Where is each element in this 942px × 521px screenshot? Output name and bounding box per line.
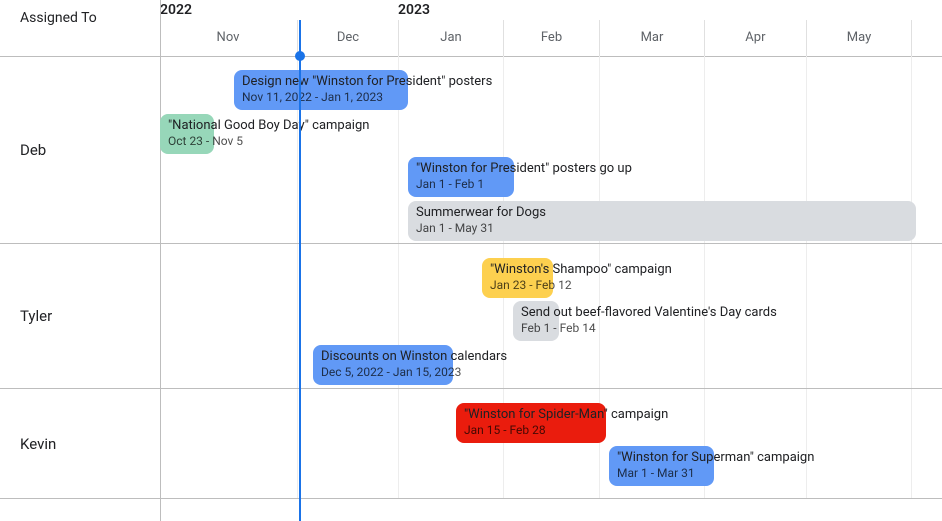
timeline-body[interactable]: Deb Design new "Winston for President" po… <box>0 56 942 521</box>
assigned-to-header-text: Assigned To <box>20 10 97 26</box>
month-gridline <box>911 389 912 498</box>
month-label: Mar <box>600 30 704 45</box>
month-header-cell: Dec <box>297 20 398 56</box>
bar-dates: Jan 1 - Feb 1 <box>416 177 506 192</box>
month-gridline <box>806 389 807 498</box>
month-header-cell: Nov <box>160 20 296 56</box>
timeline-bar[interactable]: "National Good Boy Day" campaignOct 23 -… <box>160 114 214 154</box>
month-header-row: NovDecJanFebMarAprMayJun <box>160 20 942 56</box>
year-label: 2023 <box>398 2 430 18</box>
year-header-row: 2022 2023 <box>160 0 942 20</box>
swimlane-row: Kevin "Winston for Spider-Man" campaignJa… <box>0 389 942 499</box>
timeline-bar[interactable]: "Winston for Spider-Man" campaignJan 15 … <box>456 403 606 443</box>
assigned-to-header: Assigned To <box>0 0 160 56</box>
timeline-bar[interactable]: "Winston for Superman" campaignMar 1 - M… <box>609 446 714 486</box>
today-dot <box>295 51 305 61</box>
month-gridline <box>806 244 807 388</box>
bar-dates: Mar 1 - Mar 31 <box>617 466 706 481</box>
month-gridline <box>398 389 399 498</box>
month-label: Nov <box>160 30 296 45</box>
month-header-cell: Mar <box>599 20 704 56</box>
month-label: Feb <box>504 30 599 45</box>
bar-title: "Winston for Spider-Man" campaign <box>464 407 598 423</box>
month-label: Jan <box>399 30 503 45</box>
month-header-cell: Apr <box>704 20 805 56</box>
timeline-bar[interactable]: "Winston's Shampoo" campaignJan 23 - Feb… <box>482 258 553 298</box>
month-header-cell: Feb <box>503 20 599 56</box>
swimlane-label: Deb <box>20 141 46 159</box>
bar-dates: Oct 23 - Nov 5 <box>168 134 206 149</box>
bar-dates: Jan 15 - Feb 28 <box>464 423 598 438</box>
bar-dates: Nov 11, 2022 - Jan 1, 2023 <box>242 90 400 105</box>
today-line <box>299 20 301 521</box>
month-label: May <box>807 30 911 45</box>
timeline-bar[interactable]: "Winston for President" posters go upJan… <box>408 157 514 197</box>
month-gridline <box>297 389 298 498</box>
bar-dates: Dec 5, 2022 - Jan 15, 2023 <box>321 365 445 380</box>
timeline-bar[interactable]: Design new "Winston for President" poste… <box>234 70 408 110</box>
bar-dates: Feb 1 - Feb 14 <box>521 321 551 336</box>
month-header-cell: May <box>806 20 911 56</box>
timeline-bar[interactable]: Send out beef-flavored Valentine's Day c… <box>513 301 559 341</box>
timeline-bar[interactable]: Discounts on Winston calendarsDec 5, 202… <box>313 345 453 385</box>
month-label: Dec <box>298 30 398 45</box>
swimlane-grid: "Winston's Shampoo" campaignJan 23 - Feb… <box>160 244 942 388</box>
bar-title: "Winston for Superman" campaign <box>617 450 706 466</box>
timeline-view: Assigned To 20222023 NovDecJanFebMarAprM… <box>0 0 942 521</box>
bar-title: Discounts on Winston calendars <box>321 349 445 365</box>
bar-title: Summerwear for Dogs <box>416 205 908 221</box>
swimlane-grid: "Winston for Spider-Man" campaignJan 15 … <box>160 389 942 498</box>
swimlane-row: Tyler "Winston's Shampoo" campaignJan 23 … <box>0 244 942 389</box>
swimlane-row: Deb Design new "Winston for President" po… <box>0 56 942 244</box>
swimlane-label: Kevin <box>20 435 56 453</box>
timeline-bar[interactable]: Summerwear for DogsJan 1 - May 31 <box>408 201 916 241</box>
bar-dates: Jan 23 - Feb 12 <box>490 278 545 293</box>
month-gridline <box>911 244 912 388</box>
bar-title: Send out beef-flavored Valentine's Day c… <box>521 305 551 321</box>
swimlane-grid: Design new "Winston for President" poste… <box>160 56 942 243</box>
year-label: 2022 <box>160 2 192 18</box>
month-gridline <box>297 244 298 388</box>
bar-title: Design new "Winston for President" poste… <box>242 74 400 90</box>
bar-dates: Jan 1 - May 31 <box>416 221 908 236</box>
bar-title: "National Good Boy Day" campaign <box>168 118 206 134</box>
bar-title: "Winston for President" posters go up <box>416 161 506 177</box>
bar-title: "Winston's Shampoo" campaign <box>490 262 545 278</box>
month-label: Apr <box>705 30 805 45</box>
swimlane-label: Tyler <box>20 307 52 325</box>
month-header-cell: Jun <box>911 20 942 56</box>
month-label: Jun <box>912 30 942 45</box>
month-header-cell: Jan <box>398 20 503 56</box>
